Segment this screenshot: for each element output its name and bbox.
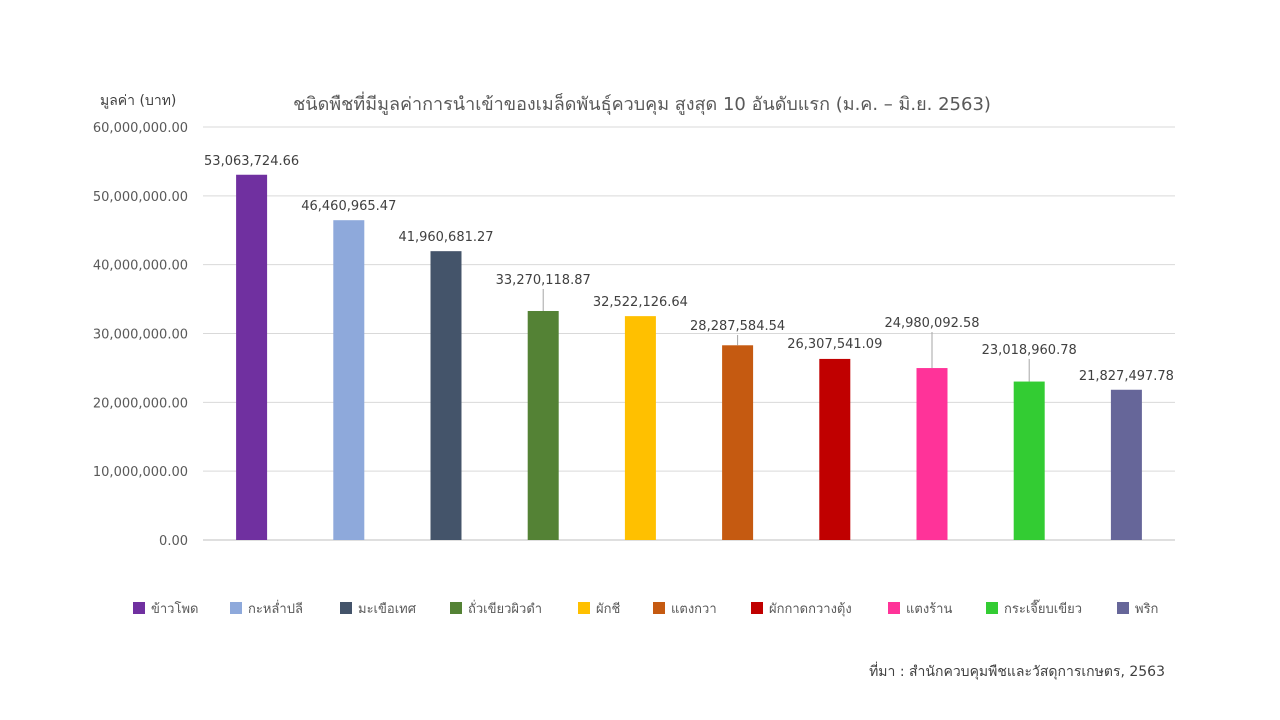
- legend-item: มะเขือเทศ: [340, 596, 416, 620]
- legend-label: มะเขือเทศ: [358, 601, 416, 617]
- legend-swatch: [133, 602, 145, 614]
- legend-swatch: [340, 602, 352, 614]
- legend-label: ถั่วเขียวผิวดำ: [468, 601, 543, 617]
- legend-label: กระเจี๊ยบเขียว: [1004, 601, 1083, 617]
- legend-label: พริก: [1135, 601, 1159, 617]
- data-label: 28,287,584.54: [690, 319, 785, 334]
- bars: [236, 174, 1142, 540]
- y-tick-label: 20,000,000.00: [93, 396, 188, 411]
- data-labels: 53,063,724.66 46,460,965.47 41,960,681.27 3…: [204, 154, 1174, 384]
- y-tick-label: 50,000,000.00: [93, 190, 188, 205]
- legend-item: ผักชี: [578, 596, 620, 620]
- bar: [624, 316, 656, 540]
- y-tick-label: 60,000,000.00: [93, 121, 188, 136]
- legend-swatch: [653, 602, 665, 614]
- y-tick-label: 40,000,000.00: [93, 259, 188, 274]
- data-label: 53,063,724.66: [204, 154, 299, 169]
- label-leader-lines: [542, 289, 1030, 382]
- legend-item: ข้าวโพด: [133, 596, 198, 620]
- data-label: 33,270,118.87: [496, 273, 591, 288]
- legend-label: กะหล่ำปลี: [248, 601, 303, 617]
- legend-item: พริก: [1117, 596, 1158, 620]
- legend-swatch: [986, 602, 998, 614]
- y-tick-label: 10,000,000.00: [93, 465, 188, 480]
- legend-label: ผักชี: [596, 601, 621, 617]
- bar: [722, 345, 754, 540]
- bar: [1013, 381, 1045, 540]
- legend: ข้าวโพด กะหล่ำปลี มะเขือเทศ ถั่วเขียวผิวดำ ผ…: [0, 596, 1280, 620]
- legend-label: ผักกาดกวางตุ้ง: [769, 601, 852, 617]
- bar: [819, 358, 851, 540]
- data-label: 26,307,541.09: [787, 337, 882, 352]
- legend-item: ผักกาดกวางตุ้ง: [751, 596, 852, 620]
- source-note: ที่มา : สำนักควบคุมพืชและวัสดุการเกษตร, …: [869, 664, 1165, 680]
- legend-item: แตงร้าน: [888, 596, 952, 620]
- legend-item: ถั่วเขียวผิวดำ: [450, 596, 542, 620]
- chart-title: ชนิดพืชที่มีมูลค่าการนำเข้าของเมล็ดพันธุ…: [293, 91, 991, 115]
- gridlines: [203, 126, 1175, 541]
- legend-label: ข้าวโพด: [151, 601, 199, 617]
- bar: [236, 174, 268, 540]
- data-label: 46,460,965.47: [301, 199, 396, 214]
- legend-item: แตงกวา: [653, 596, 717, 620]
- y-tick-label: 30,000,000.00: [93, 328, 188, 343]
- data-label: 32,522,126.64: [593, 295, 688, 310]
- legend-item: กระเจี๊ยบเขียว: [986, 596, 1082, 620]
- bar: [1110, 389, 1142, 540]
- legend-swatch: [450, 602, 462, 614]
- data-label: 24,980,092.58: [884, 316, 979, 331]
- legend-label: แตงร้าน: [906, 601, 953, 617]
- bar: [527, 310, 559, 540]
- data-label: 21,827,497.78: [1079, 369, 1174, 384]
- legend-label: แตงกวา: [671, 601, 717, 617]
- legend-swatch: [751, 602, 763, 614]
- y-axis-label: มูลค่า (บาท): [100, 93, 176, 109]
- legend-swatch: [578, 602, 590, 614]
- bar: [916, 368, 948, 540]
- bar: [333, 220, 365, 540]
- legend-swatch: [1117, 602, 1129, 614]
- y-tick-label: 0.00: [159, 534, 188, 549]
- legend-item: กะหล่ำปลี: [230, 596, 303, 620]
- legend-swatch: [888, 602, 900, 614]
- data-label: 41,960,681.27: [398, 230, 493, 245]
- y-axis-ticks: 0.00 10,000,000.00 20,000,000.00 30,000,000…: [93, 121, 188, 549]
- legend-swatch: [230, 602, 242, 614]
- data-label: 23,018,960.78: [982, 343, 1077, 358]
- bar: [430, 251, 462, 540]
